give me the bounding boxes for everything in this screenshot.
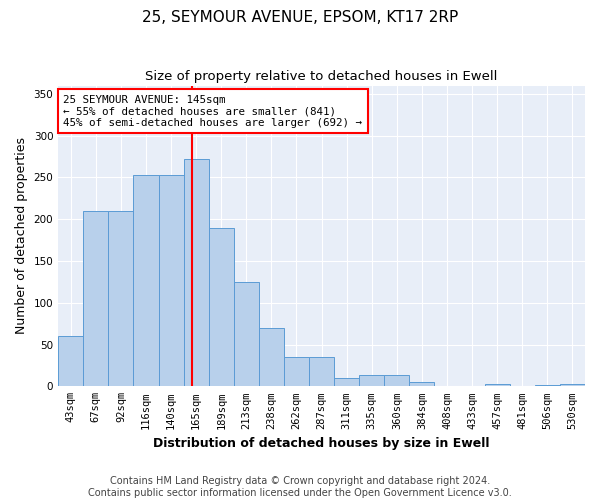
Bar [385,376,409,386]
Bar [158,175,184,386]
Bar [259,328,284,386]
Bar [409,382,434,386]
Bar [560,384,585,386]
Bar [58,336,83,386]
Text: 25, SEYMOUR AVENUE, EPSOM, KT17 2RP: 25, SEYMOUR AVENUE, EPSOM, KT17 2RP [142,10,458,25]
Text: 25 SEYMOUR AVENUE: 145sqm
← 55% of detached houses are smaller (841)
45% of semi: 25 SEYMOUR AVENUE: 145sqm ← 55% of detac… [64,94,362,128]
Bar [485,384,510,386]
Bar [209,228,234,386]
Title: Size of property relative to detached houses in Ewell: Size of property relative to detached ho… [145,70,498,83]
X-axis label: Distribution of detached houses by size in Ewell: Distribution of detached houses by size … [154,437,490,450]
Bar [284,357,309,386]
Bar [83,211,109,386]
Bar [184,159,209,386]
Bar [234,282,259,387]
Y-axis label: Number of detached properties: Number of detached properties [15,138,28,334]
Text: Contains HM Land Registry data © Crown copyright and database right 2024.
Contai: Contains HM Land Registry data © Crown c… [88,476,512,498]
Bar [334,378,359,386]
Bar [133,175,158,386]
Bar [359,376,385,386]
Bar [309,357,334,386]
Bar [109,211,133,386]
